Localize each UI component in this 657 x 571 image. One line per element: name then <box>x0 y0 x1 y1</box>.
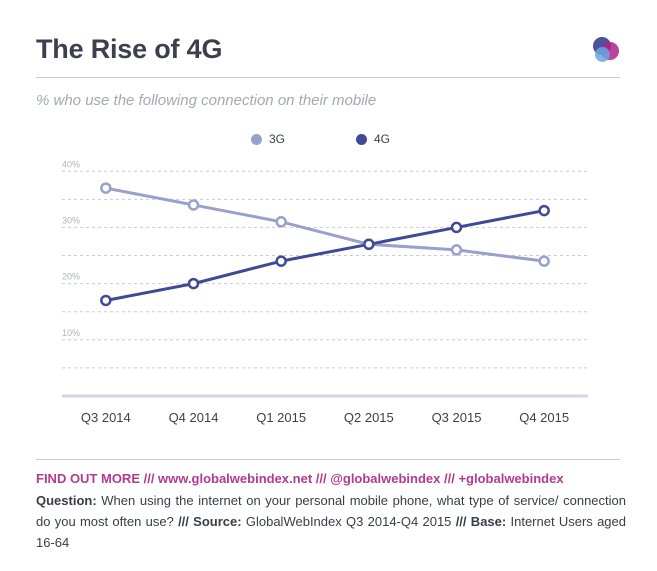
separator: /// <box>178 514 189 529</box>
data-point-4g <box>363 238 375 251</box>
series-line-3g <box>105 186 545 263</box>
source-label: Source: <box>188 514 242 529</box>
chart-subtitle: % who use the following connection on th… <box>36 92 377 109</box>
y-tick-label: 30% <box>62 215 80 225</box>
find-out-more-links: FIND OUT MORE /// www.globalwebindex.net… <box>36 471 564 486</box>
legend-swatch-4g <box>356 133 367 145</box>
y-tick-label: 20% <box>62 272 80 282</box>
divider <box>36 459 620 460</box>
x-tick-label: Q4 2014 <box>169 410 219 425</box>
base-text: Internet Users aged 16-64 <box>36 514 626 550</box>
base-label: Base: <box>466 514 507 529</box>
legend-label-4g: 4G <box>374 132 391 146</box>
footer: FIND OUT MORE /// www.globalwebindex.net… <box>36 471 626 553</box>
question-text: When using the internet on your personal… <box>36 493 626 529</box>
legend-swatch-3g <box>251 133 262 145</box>
data-point-4g <box>187 277 200 290</box>
x-tick-label: Q4 2015 <box>519 410 569 425</box>
source-text: GlobalWebIndex Q3 2014-Q4 2015 <box>241 514 456 529</box>
legend-item-3g: 3G <box>251 132 285 146</box>
x-tick-label: Q2 2015 <box>344 410 394 425</box>
x-tick-label: Q3 2014 <box>81 410 131 425</box>
chart-legend: 3G 4G <box>0 132 657 152</box>
data-point-4g <box>450 221 463 234</box>
data-point-3g <box>275 216 287 228</box>
globalwebindex-logo-icon <box>591 37 623 65</box>
divider <box>36 77 620 78</box>
data-point-4g <box>100 294 112 307</box>
data-point-3g <box>100 182 112 194</box>
page-title: The Rise of 4G <box>36 34 223 64</box>
methodology-note: Question: When using the internet on you… <box>36 490 626 553</box>
y-tick-label: 10% <box>62 328 80 338</box>
line-chart: 40% 30% 20% 10% Q3 2014 Q4 2014 Q1 2015 Q2 2015… <box>62 160 588 425</box>
question-label: Question: <box>36 493 97 508</box>
series-line-4g <box>105 209 545 302</box>
data-point-4g <box>538 204 550 217</box>
data-point-3g <box>187 199 200 211</box>
x-tick-label: Q1 2015 <box>256 410 306 425</box>
data-point-3g <box>538 255 550 267</box>
x-tick-label: Q3 2015 <box>432 410 482 425</box>
y-tick-label: 40% <box>62 160 80 169</box>
data-point-4g <box>275 255 287 267</box>
separator: /// <box>455 514 467 529</box>
data-point-3g <box>450 244 463 256</box>
legend-item-4g: 4G <box>356 132 390 146</box>
legend-label-3g: 3G <box>269 132 286 146</box>
